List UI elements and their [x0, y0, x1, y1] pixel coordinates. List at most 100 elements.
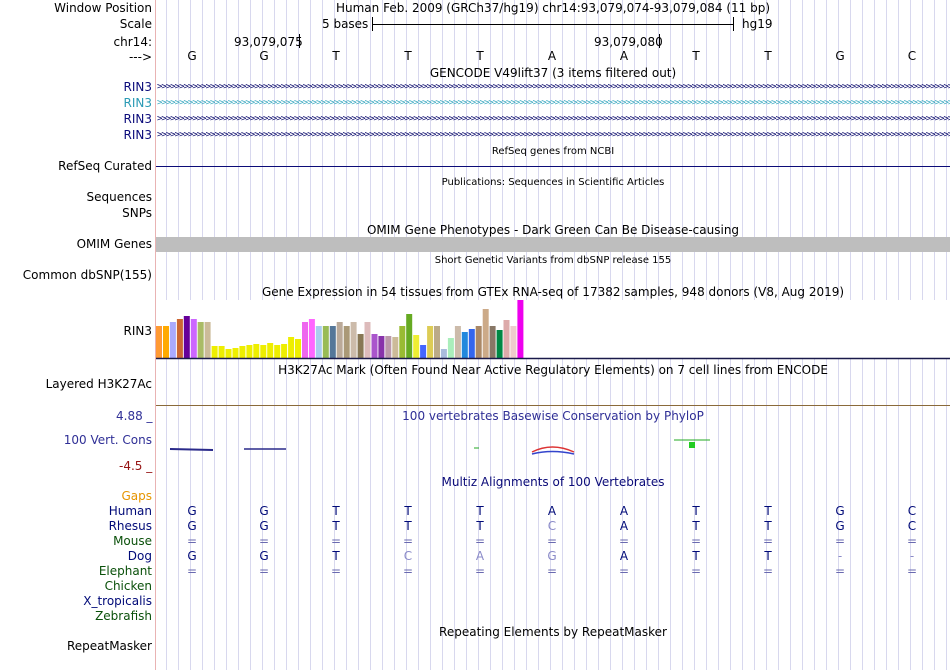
gtex-tissue-bar[interactable] [371, 334, 378, 358]
refseq-label[interactable]: RefSeq Curated [58, 159, 152, 173]
gtex-tissue-bar[interactable] [183, 316, 190, 358]
h3k27ac-title[interactable]: H3K27Ac Mark (Often Found Near Active Re… [278, 363, 828, 377]
conservation-label[interactable]: 100 Vert. Cons [63, 433, 152, 447]
conservation-title[interactable]: 100 vertebrates Basewise Conservation by… [402, 409, 704, 423]
repeatmasker-label[interactable]: RepeatMasker [66, 639, 152, 653]
refseq-title[interactable]: RefSeq genes from NCBI [491, 146, 615, 157]
gtex-tissue-bar[interactable] [461, 332, 468, 358]
multiz-title[interactable]: Multiz Alignments of 100 Vertebrates [441, 475, 665, 489]
multiz-species-label[interactable]: Human [108, 504, 152, 518]
gtex-tissue-bar[interactable] [246, 345, 253, 358]
gencode-transcript-label[interactable]: RIN3 [123, 80, 153, 94]
gencode-transcript-line[interactable]: >>>>>>>>>>>>>>>>>>>>>>>>>>>>>>>>>>>>>>>>… [157, 83, 950, 92]
conservation-plot[interactable] [156, 430, 950, 460]
multiz-base: T [332, 504, 340, 518]
gtex-tissue-bar[interactable] [392, 337, 399, 358]
gtex-tissue-bar[interactable] [482, 309, 489, 358]
gtex-tissue-bar[interactable] [496, 330, 503, 358]
gtex-tissue-bar[interactable] [197, 322, 204, 358]
gtex-tissue-bar[interactable] [267, 343, 274, 358]
gtex-tissue-bar[interactable] [440, 349, 447, 358]
gaps-label[interactable]: Gaps [121, 489, 152, 503]
gtex-tissue-bar[interactable] [302, 322, 308, 358]
gtex-tissue-bar[interactable] [420, 345, 427, 358]
gtex-tissue-bar[interactable] [447, 338, 454, 358]
gtex-tissue-bar[interactable] [517, 300, 524, 358]
gencode-title[interactable]: GENCODE V49lift37 (3 items filtered out) [429, 66, 677, 80]
gtex-tissue-bar[interactable] [413, 335, 420, 358]
gtex-bar-chart[interactable] [156, 300, 950, 360]
gtex-tissue-bar[interactable] [406, 314, 413, 358]
gtex-tissue-bar[interactable] [454, 326, 461, 358]
gtex-tissue-bar[interactable] [232, 348, 239, 358]
gtex-tissue-bar[interactable] [190, 319, 197, 358]
multiz-base: C [907, 519, 917, 533]
multiz-base: T [692, 504, 700, 518]
gtex-tissue-bar[interactable] [329, 326, 336, 358]
gtex-tissue-bar[interactable] [385, 336, 392, 358]
gtex-tissue-bar[interactable] [510, 326, 517, 358]
gtex-tissue-bar[interactable] [295, 339, 301, 358]
publications-sequences-label[interactable]: Sequences [86, 190, 152, 204]
gtex-title[interactable]: Gene Expression in 54 tissues from GTEx … [261, 285, 845, 299]
gtex-tissue-bar[interactable] [156, 326, 162, 358]
gencode-transcript-line[interactable]: >>>>>>>>>>>>>>>>>>>>>>>>>>>>>>>>>>>>>>>>… [157, 99, 950, 108]
gtex-tissue-bar[interactable] [176, 319, 183, 358]
gtex-tissue-bar[interactable] [169, 322, 176, 358]
gtex-tissue-bar[interactable] [350, 322, 357, 358]
gtex-tissue-bar[interactable] [163, 326, 169, 358]
gtex-tissue-bar[interactable] [308, 319, 315, 358]
multiz-species-label[interactable]: Chicken [104, 579, 152, 593]
gtex-tissue-bar[interactable] [427, 326, 434, 358]
gtex-tissue-bar[interactable] [399, 326, 406, 358]
multiz-species-label[interactable]: Elephant [98, 564, 152, 578]
gtex-tissue-bar[interactable] [281, 344, 288, 358]
omim-label[interactable]: OMIM Genes [76, 237, 152, 251]
omim-feature-bar[interactable] [156, 237, 950, 252]
gtex-tissue-bar[interactable] [434, 326, 440, 358]
gtex-tissue-bar[interactable] [204, 322, 211, 358]
gtex-tissue-bar[interactable] [343, 326, 350, 358]
gencode-transcript-label[interactable]: RIN3 [123, 96, 153, 110]
gtex-tissue-bar[interactable] [239, 346, 246, 358]
gencode-transcript-line[interactable]: >>>>>>>>>>>>>>>>>>>>>>>>>>>>>>>>>>>>>>>>… [157, 131, 950, 140]
gtex-tissue-bar[interactable] [503, 320, 510, 358]
gtex-tissue-bar[interactable] [468, 329, 475, 358]
gtex-tissue-bar[interactable] [274, 345, 281, 358]
gtex-tissue-bar[interactable] [225, 349, 232, 358]
gtex-tissue-bar[interactable] [288, 337, 295, 358]
repeatmasker-title[interactable]: Repeating Elements by RepeatMasker [439, 625, 667, 639]
gtex-tissue-bar[interactable] [475, 326, 482, 358]
publications-title[interactable]: Publications: Sequences in Scientific Ar… [441, 177, 665, 188]
gtex-label[interactable]: RIN3 [123, 324, 153, 338]
gtex-tissue-bar[interactable] [364, 322, 371, 358]
h3k27ac-label[interactable]: Layered H3K27Ac [45, 377, 152, 391]
gtex-tissue-bar[interactable] [322, 326, 329, 358]
dbsnp-label[interactable]: Common dbSNP(155) [22, 268, 152, 282]
multiz-species-label[interactable]: Rhesus [108, 519, 152, 533]
position-tick-1-mark [299, 34, 300, 48]
gtex-tissue-bar[interactable] [357, 334, 364, 358]
dbsnp-title[interactable]: Short Genetic Variants from dbSNP releas… [434, 255, 672, 266]
gtex-tissue-bar[interactable] [218, 346, 225, 358]
multiz-species-label[interactable]: Dog [127, 549, 152, 563]
gencode-transcript-label[interactable]: RIN3 [123, 112, 153, 126]
gtex-tissue-bar[interactable] [378, 336, 385, 358]
gtex-tissue-bar[interactable] [260, 345, 267, 358]
gtex-tissue-bar[interactable] [336, 322, 343, 358]
omim-title[interactable]: OMIM Gene Phenotypes - Dark Green Can Be… [366, 223, 740, 237]
gtex-tissue-bar[interactable] [315, 326, 322, 358]
gencode-transcript-line[interactable]: >>>>>>>>>>>>>>>>>>>>>>>>>>>>>>>>>>>>>>>>… [157, 115, 950, 124]
gtex-tissue-bar[interactable] [211, 346, 218, 358]
multiz-species-label[interactable]: Mouse [113, 534, 152, 548]
scale-label: Scale [119, 17, 152, 31]
ref-base: T [692, 49, 700, 63]
gencode-transcript-label[interactable]: RIN3 [123, 128, 153, 142]
gtex-tissue-bar[interactable] [489, 326, 496, 358]
multiz-base: = [690, 534, 702, 548]
publications-snps-label[interactable]: SNPs [122, 206, 152, 220]
multiz-species-label[interactable]: X_tropicalis [83, 594, 152, 608]
multiz-species-label[interactable]: Zebrafish [95, 609, 152, 623]
refseq-gene-line[interactable] [156, 166, 950, 167]
gtex-tissue-bar[interactable] [253, 344, 260, 358]
